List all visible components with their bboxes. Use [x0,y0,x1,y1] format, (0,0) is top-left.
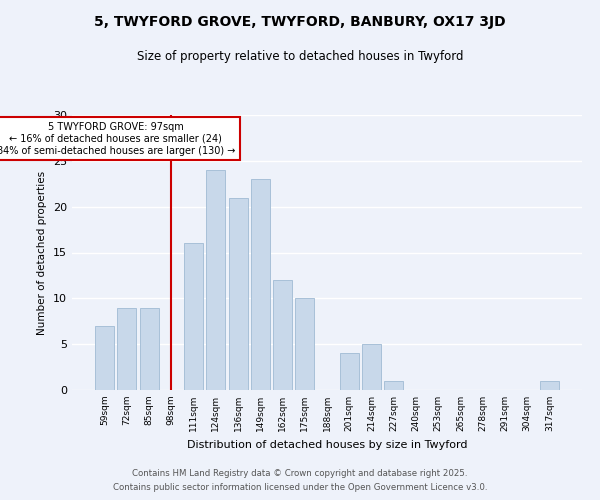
Text: Size of property relative to detached houses in Twyford: Size of property relative to detached ho… [137,50,463,63]
Text: 5, TWYFORD GROVE, TWYFORD, BANBURY, OX17 3JD: 5, TWYFORD GROVE, TWYFORD, BANBURY, OX17… [94,15,506,29]
Bar [140,308,158,390]
Bar [184,244,203,390]
Bar [384,381,403,390]
Bar [118,308,136,390]
Bar [295,298,314,390]
Bar [251,179,270,390]
X-axis label: Distribution of detached houses by size in Twyford: Distribution of detached houses by size … [187,440,467,450]
Text: Contains public sector information licensed under the Open Government Licence v3: Contains public sector information licen… [113,484,487,492]
Bar [273,280,292,390]
Text: Contains HM Land Registry data © Crown copyright and database right 2025.: Contains HM Land Registry data © Crown c… [132,468,468,477]
Bar [540,381,559,390]
Bar [95,326,114,390]
Bar [229,198,248,390]
Text: 5 TWYFORD GROVE: 97sqm
← 16% of detached houses are smaller (24)
84% of semi-det: 5 TWYFORD GROVE: 97sqm ← 16% of detached… [0,122,235,156]
Bar [340,354,359,390]
Bar [362,344,381,390]
Bar [206,170,225,390]
Y-axis label: Number of detached properties: Number of detached properties [37,170,47,334]
